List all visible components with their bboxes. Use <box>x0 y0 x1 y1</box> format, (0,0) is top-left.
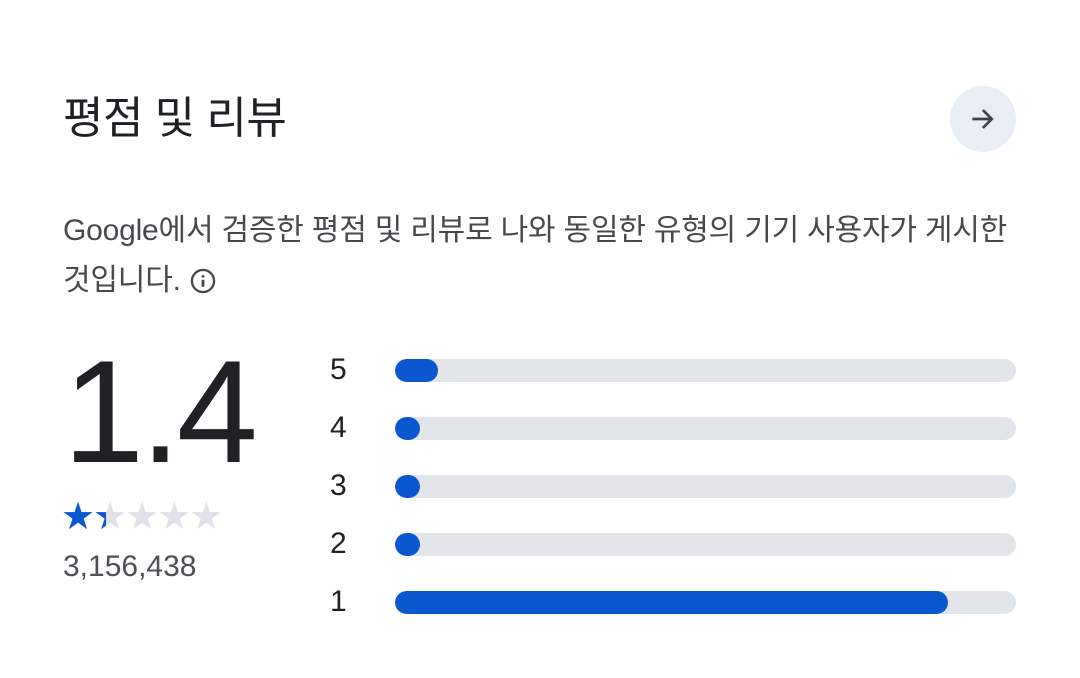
rating-bar-fill-1 <box>395 590 948 614</box>
bar-label-1: 1 <box>330 585 347 618</box>
rating-bar-row-4: 4 <box>330 399 1016 457</box>
star-rating-display: ★★★★★ ★★★★★ <box>61 496 223 538</box>
rating-bar-track-4 <box>395 416 1016 440</box>
bar-label-2: 2 <box>330 527 347 560</box>
stars-empty-icons: ★★★★★ <box>61 496 223 538</box>
ratings-description: Google에서 검증한 평점 및 리뷰로 나와 동일한 유형의 기기 사용자가… <box>63 206 1016 306</box>
rating-bar-fill-3 <box>395 474 420 498</box>
bar-label-3: 3 <box>330 469 347 502</box>
rating-bar-row-3: 3 <box>330 457 1016 515</box>
rating-bar-row-5: 5 <box>330 341 1016 399</box>
rating-bar-fill-4 <box>395 416 420 440</box>
section-header: 평점 및 리뷰 <box>63 86 1016 152</box>
info-icon[interactable] <box>189 261 217 294</box>
rating-bar-fill-2 <box>395 532 420 556</box>
rating-bar-track-1 <box>395 590 1016 614</box>
bar-label-4: 4 <box>330 411 347 444</box>
rating-bar-track-5 <box>395 358 1016 382</box>
ratings-reviews-section: 평점 및 리뷰 Google에서 검증한 평점 및 리뷰로 나와 동일한 유형의… <box>61 86 1016 631</box>
rating-bar-fill-5 <box>395 358 439 382</box>
rating-bar-track-2 <box>395 532 1016 556</box>
rating-histogram: 5 4 3 2 <box>330 341 1016 631</box>
rating-bar-row-2: 2 <box>330 515 1016 573</box>
ratings-summary-panel: 1.4 ★★★★★ ★★★★★ 3,156,438 5 4 3 <box>61 330 1016 631</box>
see-more-ratings-button[interactable] <box>950 86 1016 152</box>
bar-label-5: 5 <box>330 353 347 386</box>
ratings-description-text: Google에서 검증한 평점 및 리뷰로 나와 동일한 유형의 기기 사용자가… <box>63 214 1008 297</box>
section-title: 평점 및 리뷰 <box>63 94 287 143</box>
average-rating-value: 1.4 <box>63 330 258 493</box>
arrow-forward-icon <box>967 103 999 135</box>
ratings-count: 3,156,438 <box>63 550 197 583</box>
rating-average-block: 1.4 ★★★★★ ★★★★★ 3,156,438 <box>61 330 330 631</box>
rating-bar-row-1: 1 <box>330 573 1016 631</box>
rating-bar-track-3 <box>395 474 1016 498</box>
